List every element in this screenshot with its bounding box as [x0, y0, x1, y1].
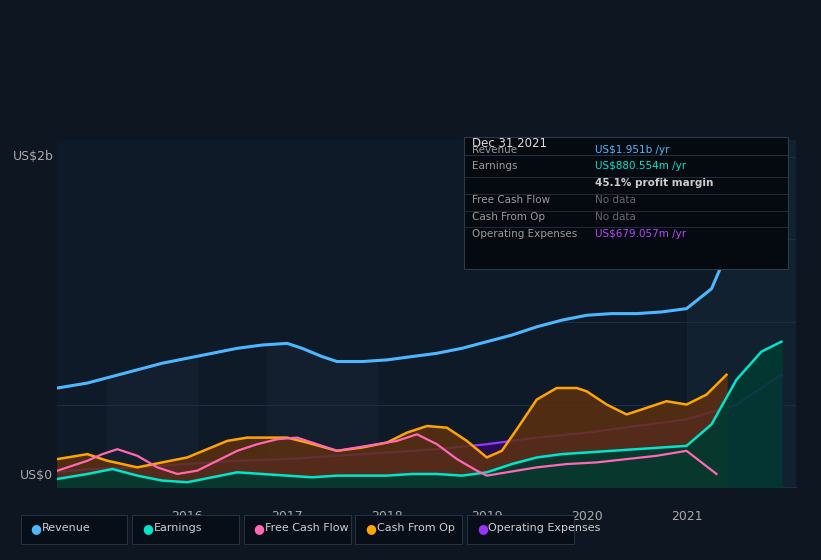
Text: US$1.951b /yr: US$1.951b /yr [595, 144, 670, 155]
Text: US$0: US$0 [21, 469, 53, 482]
Text: No data: No data [595, 212, 636, 222]
Text: ●: ● [30, 521, 41, 535]
Text: ●: ● [365, 521, 376, 535]
Text: 45.1% profit margin: 45.1% profit margin [595, 178, 713, 188]
Text: 2017: 2017 [271, 510, 303, 522]
Text: ●: ● [142, 521, 153, 535]
Text: 2021: 2021 [671, 510, 702, 522]
Text: Dec 31 2021: Dec 31 2021 [472, 137, 547, 150]
Bar [686, 140, 796, 487]
Bar [108, 140, 197, 487]
Text: 2020: 2020 [571, 510, 603, 522]
Text: 2019: 2019 [471, 510, 502, 522]
Text: 2016: 2016 [172, 510, 203, 522]
Text: Free Cash Flow: Free Cash Flow [472, 195, 550, 205]
Text: 2018: 2018 [371, 510, 403, 522]
Text: Cash From Op: Cash From Op [472, 212, 545, 222]
Text: Revenue: Revenue [42, 523, 90, 533]
Text: Cash From Op: Cash From Op [377, 523, 455, 533]
Text: US$880.554m /yr: US$880.554m /yr [595, 161, 686, 171]
Text: Revenue: Revenue [472, 144, 517, 155]
Text: ●: ● [254, 521, 264, 535]
Text: ●: ● [477, 521, 488, 535]
Text: Earnings: Earnings [472, 161, 517, 171]
Text: Earnings: Earnings [154, 523, 202, 533]
Text: Free Cash Flow: Free Cash Flow [265, 523, 349, 533]
Text: Operating Expenses: Operating Expenses [472, 228, 577, 239]
Text: US$2b: US$2b [12, 151, 53, 164]
Text: US$679.057m /yr: US$679.057m /yr [595, 228, 686, 239]
Bar [267, 140, 377, 487]
Text: No data: No data [595, 195, 636, 205]
Text: Operating Expenses: Operating Expenses [488, 523, 601, 533]
